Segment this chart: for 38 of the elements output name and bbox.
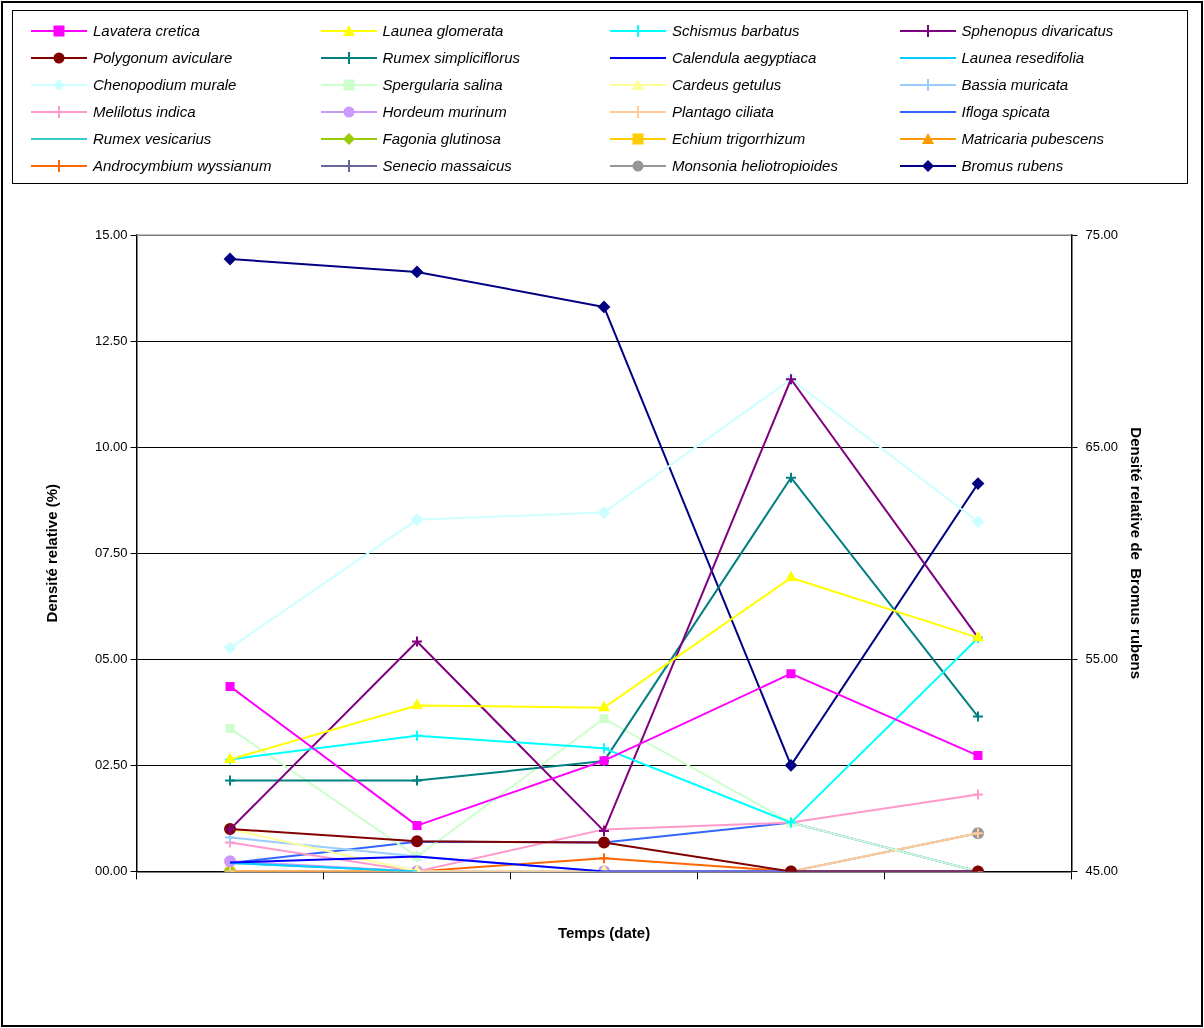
legend-label: Cardeus getulus — [672, 76, 782, 93]
legend-label: Polygonum aviculare — [93, 49, 233, 66]
legend-label: Rumex simpliciflorus — [382, 49, 521, 66]
legend-label: Launea glomerata — [382, 22, 504, 39]
legend-label: Bassia muricata — [961, 76, 1069, 93]
legend-label: Bromus rubens — [961, 157, 1064, 174]
legend-label: Echium trigorrhizum — [672, 130, 806, 147]
y-tick-label: 12.50 — [94, 332, 128, 348]
y2-axis-title: Densité relative de Bromus rubens — [1127, 427, 1145, 680]
legend-label: Chenopodium murale — [93, 76, 237, 93]
x-axis-title: Temps (date) — [557, 924, 651, 942]
y2-tick-label: 65.00 — [1085, 438, 1119, 454]
legend-label: Hordeum murinum — [382, 103, 507, 120]
legend-label: Calendula aegyptiaca — [672, 49, 817, 66]
y-tick-label: 15.00 — [94, 226, 128, 242]
legend-label: Fagonia glutinosa — [382, 130, 501, 147]
legend-label: Spergularia salina — [382, 76, 503, 93]
legend-label: Androcymbium wyssianum — [93, 157, 272, 174]
legend-label: Matricaria pubescens — [961, 130, 1105, 147]
legend-label: Rumex vesicarius — [93, 130, 212, 147]
y-tick-label: 05.00 — [94, 650, 128, 666]
y-tick-label: 07.50 — [94, 544, 128, 560]
legend-label: Launea resedifolia — [961, 49, 1085, 66]
legend-label: Plantago ciliata — [672, 103, 774, 120]
y2-tick-label: 45.00 — [1085, 862, 1119, 878]
legend-label: Melilotus indica — [93, 103, 196, 120]
y2-tick-label: 55.00 — [1085, 650, 1119, 666]
legend-label: Lavatera cretica — [93, 22, 200, 39]
legend-label: Ifloga spicata — [961, 103, 1050, 120]
legend-label: Sphenopus divaricatus — [961, 22, 1114, 39]
y-axis-title: Densité relative (%) — [43, 484, 61, 623]
legend-label: Schismus barbatus — [672, 22, 800, 39]
y-tick-label: 00.00 — [94, 862, 128, 878]
y-tick-label: 02.50 — [94, 756, 128, 772]
y-tick-label: 10.00 — [94, 438, 128, 454]
y2-tick-label: 75.00 — [1085, 226, 1119, 242]
legend-label: Monsonia heliotropioides — [672, 157, 838, 174]
legend-label: Senecio massaicus — [382, 157, 512, 174]
